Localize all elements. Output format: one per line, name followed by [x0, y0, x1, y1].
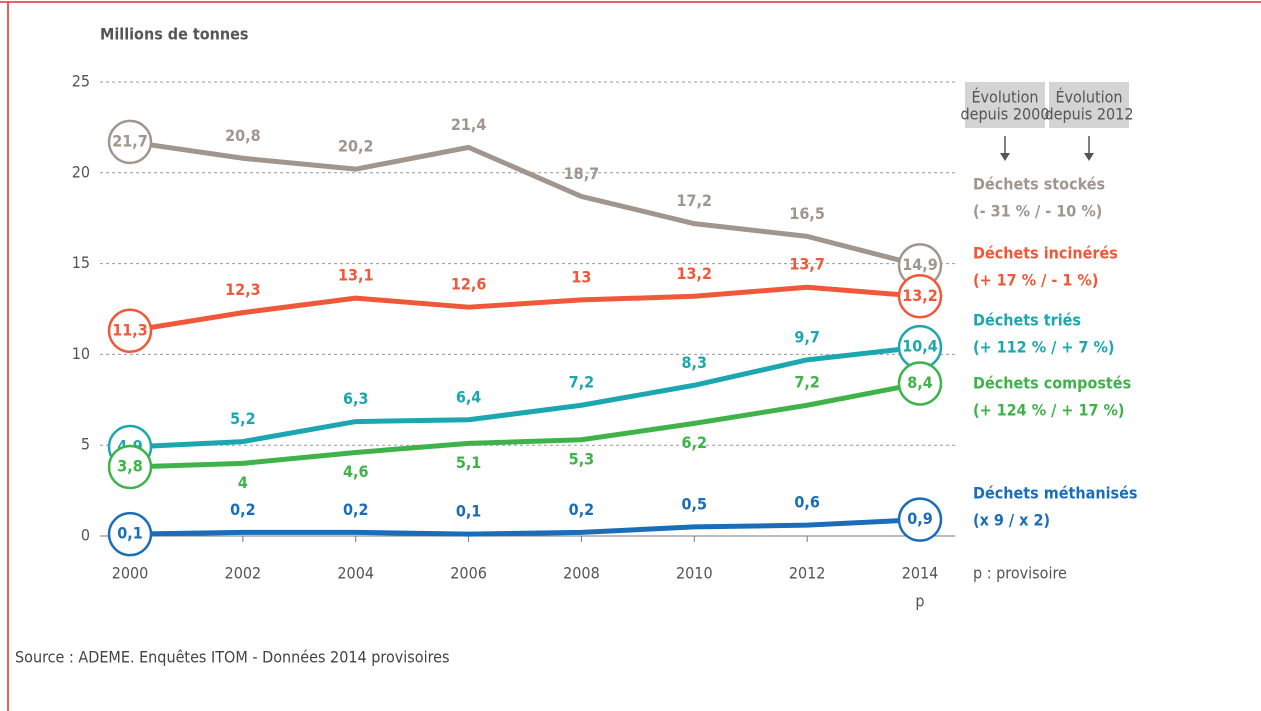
- value-label: 7,2: [794, 373, 820, 392]
- value-label: 18,7: [564, 164, 600, 183]
- x-tick-label: 2006: [450, 564, 487, 583]
- arrow-head: [1000, 153, 1010, 161]
- end-marker: [107, 511, 153, 557]
- y-tick-label: 15: [72, 253, 90, 272]
- value-label: 0,2: [569, 500, 595, 519]
- legend-name: Déchets incinérés: [973, 244, 1118, 263]
- end-marker: [897, 274, 943, 319]
- value-label: 5,1: [456, 453, 482, 472]
- x-tick-label: 2014: [902, 564, 939, 583]
- y-tick-label: 10: [72, 344, 90, 363]
- legend-name: Déchets triés: [973, 311, 1081, 330]
- x-tick-label: 2010: [676, 564, 713, 583]
- value-label: 12,6: [451, 275, 487, 294]
- legend-name: Déchets méthanisés: [973, 484, 1137, 503]
- x-tick-label: 2008: [563, 564, 600, 583]
- value-label: 0,9: [907, 509, 933, 528]
- series-line: [129, 381, 921, 470]
- legend-header-box: [1049, 82, 1129, 128]
- series-line: [129, 517, 921, 537]
- end-marker: [107, 308, 153, 354]
- x-tick-note: p: [915, 592, 924, 611]
- value-label: 0,6: [794, 493, 820, 512]
- value-label: 7,2: [569, 373, 595, 392]
- value-label: 0,1: [117, 524, 143, 543]
- value-label: 12,3: [225, 280, 261, 299]
- value-label: 11,3: [112, 320, 148, 339]
- value-label: 13,2: [677, 264, 713, 283]
- value-label: 6,3: [343, 389, 369, 408]
- value-label: 0,5: [682, 494, 708, 513]
- value-label: 5,3: [569, 449, 595, 468]
- end-marker: [897, 361, 943, 406]
- value-label: 20,2: [338, 137, 374, 156]
- legend-header: depuis 2012: [1045, 105, 1134, 124]
- x-tick-label: 2002: [225, 564, 262, 583]
- value-label: 21,7: [112, 131, 148, 150]
- note: p : provisoire: [973, 564, 1067, 583]
- series-line: [129, 344, 921, 450]
- series-line: [129, 139, 921, 268]
- value-label: 8,3: [682, 353, 708, 372]
- value-label: 3,8: [117, 456, 143, 475]
- legend-evolution: (x 9 / x 2): [973, 511, 1050, 530]
- x-tick-label: 2004: [337, 564, 374, 583]
- y-tick-label: 20: [72, 162, 90, 181]
- value-label: 0,2: [230, 500, 256, 519]
- legend-header: Évolution: [1055, 88, 1122, 107]
- legend-header: depuis 2000: [961, 105, 1050, 124]
- value-label: 10,4: [902, 337, 938, 356]
- value-label: 14,9: [902, 255, 938, 274]
- value-label: 4: [238, 473, 248, 492]
- value-label: 13: [571, 267, 591, 286]
- value-label: 5,2: [230, 409, 256, 428]
- arrow-head: [1084, 153, 1094, 161]
- value-label: 20,8: [225, 126, 261, 145]
- value-label: 8,4: [907, 373, 933, 392]
- value-label: 0,1: [456, 502, 482, 521]
- x-tick-label: 2012: [789, 564, 826, 583]
- legend-header-box: [965, 82, 1045, 128]
- y-tick-label: 5: [81, 435, 90, 454]
- y-tick-label: 25: [72, 72, 90, 91]
- chart-title: Millions de tonnes: [100, 25, 248, 44]
- value-label: 17,2: [677, 191, 713, 210]
- y-tick-label: 0: [81, 526, 90, 545]
- legend-evolution: (+ 17 % / - 1 %): [973, 271, 1098, 290]
- value-label: 13,1: [338, 266, 374, 285]
- legend-header: Évolution: [971, 88, 1038, 107]
- legend-evolution: (+ 112 % / + 7 %): [973, 338, 1115, 357]
- value-label: 13,2: [902, 286, 938, 305]
- value-label: 6,2: [682, 433, 708, 452]
- x-tick-label: 2000: [112, 564, 149, 583]
- series-line: [129, 284, 921, 334]
- value-label: 9,7: [794, 327, 820, 346]
- value-label: 13,7: [789, 255, 825, 274]
- value-label: 6,4: [456, 387, 482, 406]
- source: Source : ADEME. Enquêtes ITOM - Données …: [15, 648, 449, 667]
- legend-name: Déchets compostés: [973, 374, 1131, 393]
- end-marker: [897, 497, 943, 542]
- end-marker: [107, 444, 153, 490]
- end-marker: [107, 119, 153, 165]
- value-label: 0,2: [343, 500, 369, 519]
- value-label: 21,4: [451, 115, 487, 134]
- legend-evolution: (- 31 % / - 10 %): [973, 202, 1102, 221]
- value-label: 4,6: [343, 462, 369, 481]
- legend-name: Déchets stockés: [973, 175, 1105, 194]
- legend-evolution: (+ 124 % / + 17 %): [973, 401, 1125, 420]
- value-label: 16,5: [789, 204, 825, 223]
